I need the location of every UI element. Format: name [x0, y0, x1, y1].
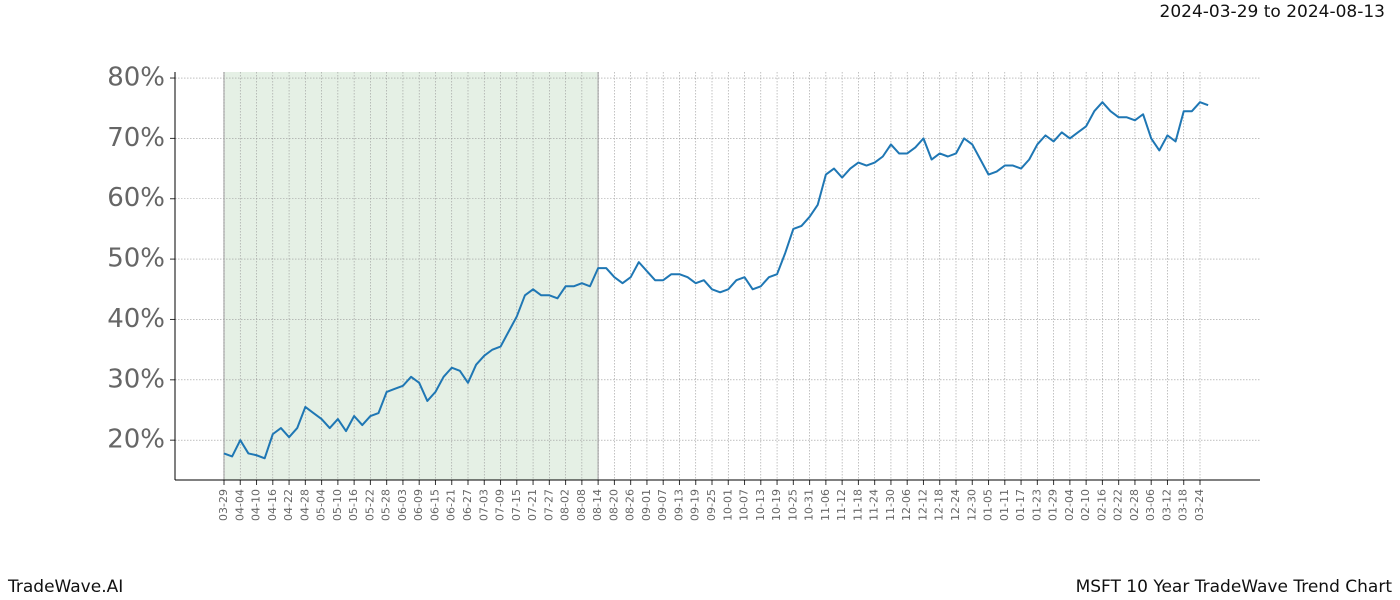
x-tick-label: 11-06: [819, 489, 832, 521]
x-tick-label: 06-21: [445, 489, 458, 521]
trend-line: [223, 101, 1209, 460]
x-tick-label: 03-18: [1177, 489, 1190, 521]
x-tick-label: 04-04: [233, 489, 246, 521]
x-tick-label: 12-12: [916, 489, 929, 521]
x-tick-label: 10-19: [770, 489, 783, 521]
x-tick-label: 07-27: [542, 489, 555, 521]
x-tick-label: 07-21: [526, 489, 539, 521]
x-tick-label: 12-30: [965, 489, 978, 521]
x-tick-label: 04-22: [282, 489, 295, 521]
x-tick-label: 07-09: [494, 489, 507, 521]
date-range: 2024-03-29 to 2024-08-13: [1160, 2, 1385, 22]
highlight-band: [224, 72, 599, 480]
x-tick-label: 12-06: [900, 489, 913, 521]
x-tick-label: 06-15: [428, 489, 441, 521]
x-tick-label: 02-10: [1079, 489, 1092, 521]
x-tick-label: 05-04: [315, 489, 328, 521]
x-tick-label: 09-19: [689, 489, 702, 521]
x-tick-label: 03-12: [1160, 489, 1173, 521]
y-tick-label: 60%: [107, 183, 165, 213]
x-tick-label: 08-02: [559, 489, 572, 521]
x-tick-label: 11-24: [868, 489, 881, 521]
x-tick-label: 03-24: [1193, 489, 1206, 521]
x-tick-label: 06-27: [461, 489, 474, 521]
y-tick-label: 40%: [107, 304, 165, 334]
y-tick-label: 50%: [107, 244, 165, 274]
x-tick-label: 09-13: [672, 489, 685, 521]
x-tick-label: 01-29: [1047, 489, 1060, 521]
x-tick-label: 08-20: [607, 489, 620, 521]
x-tick-label: 10-25: [786, 489, 799, 521]
x-tick-label: 02-22: [1112, 489, 1125, 521]
x-tick-label: 08-08: [575, 489, 588, 521]
y-tick-label: 70%: [107, 123, 165, 153]
x-tick-label: 10-01: [721, 489, 734, 521]
x-tick-label: 06-09: [412, 489, 425, 521]
x-tick-label: 08-14: [591, 489, 604, 521]
x-tick-label: 04-10: [250, 489, 263, 521]
x-tick-label: 09-01: [640, 489, 653, 521]
x-tick-label: 01-05: [982, 489, 995, 521]
x-tick-label: 01-23: [1030, 489, 1043, 521]
x-tick-label: 02-28: [1128, 489, 1141, 521]
x-tick-label: 10-07: [738, 489, 751, 521]
x-tick-label: 04-16: [266, 489, 279, 521]
x-tick-label: 05-28: [380, 489, 393, 521]
x-tick-label: 05-10: [331, 489, 344, 521]
x-tick-label: 07-03: [477, 489, 490, 521]
x-tick-label: 04-28: [298, 489, 311, 521]
x-tick-label: 12-18: [933, 489, 946, 521]
x-tick-label: 12-24: [949, 489, 962, 521]
x-tick-label: 10-13: [754, 489, 767, 521]
x-tick-label: 03-06: [1144, 489, 1157, 521]
x-tick-label: 06-03: [396, 489, 409, 521]
y-tick-label: 20%: [107, 425, 165, 455]
x-tick-label: 01-17: [1014, 489, 1027, 521]
x-tick-label: 10-31: [803, 489, 816, 521]
x-tick-label: 08-26: [624, 489, 637, 521]
x-tick-label: 11-18: [851, 489, 864, 521]
x-tick-label: 01-11: [998, 489, 1011, 521]
x-tick-label: 11-30: [884, 489, 897, 521]
x-tick-label: 03-29: [217, 489, 230, 521]
x-tick-label: 09-25: [705, 489, 718, 521]
y-tick-label: 80%: [107, 63, 165, 93]
x-tick-label: 11-12: [835, 489, 848, 521]
x-tick-label: 07-15: [510, 489, 523, 521]
chart-title: MSFT 10 Year TradeWave Trend Chart: [1076, 577, 1393, 597]
x-tick-label: 05-16: [347, 489, 360, 521]
y-tick-label: 30%: [107, 364, 165, 394]
x-tick-label: 02-16: [1095, 489, 1108, 521]
x-tick-label: 02-04: [1063, 489, 1076, 521]
brand: TradeWave.AI: [7, 577, 123, 597]
x-tick-label: 09-07: [656, 489, 669, 521]
x-tick-label: 05-22: [363, 489, 376, 521]
